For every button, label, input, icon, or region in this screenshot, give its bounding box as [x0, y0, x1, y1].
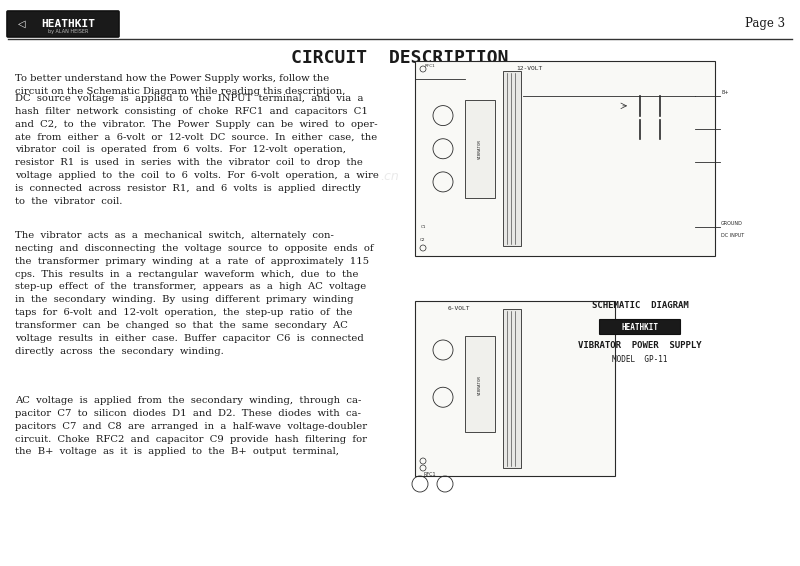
Text: 12-VOLT: 12-VOLT: [516, 66, 542, 71]
Text: HEATHKIT: HEATHKIT: [622, 323, 658, 332]
Bar: [503, 309, 521, 468]
Text: VIBRATOR  POWER  SUPPLY: VIBRATOR POWER SUPPLY: [578, 341, 702, 350]
Text: B+: B+: [721, 90, 729, 95]
Text: VIBRATOR: VIBRATOR: [478, 375, 482, 395]
Text: CIRCUIT  DESCRIPTION: CIRCUIT DESCRIPTION: [291, 49, 509, 67]
Bar: [465, 336, 495, 432]
Bar: [465, 100, 495, 198]
Bar: [503, 71, 521, 246]
Text: The  vibrator  acts  as  a  mechanical  switch,  alternately  con-
necting  and : The vibrator acts as a mechanical switch…: [15, 231, 374, 355]
Text: AC  voltage  is  applied  from  the  secondary  winding,  through  ca-
pacitor  : AC voltage is applied from the secondary…: [15, 396, 367, 456]
Text: 6-VOLT: 6-VOLT: [448, 306, 470, 311]
Text: MODEL  GP-11: MODEL GP-11: [612, 354, 668, 363]
Text: ◁: ◁: [18, 19, 26, 29]
Text: .cn: .cn: [381, 169, 399, 182]
Text: GROUND: GROUND: [721, 221, 743, 226]
FancyBboxPatch shape: [599, 319, 681, 335]
Bar: [415, 301, 615, 476]
Text: C2: C2: [420, 238, 426, 242]
Text: VIBRATOR: VIBRATOR: [478, 139, 482, 158]
Bar: [415, 61, 715, 256]
Text: DC  source  voltage  is  applied  to  the  INPUT  terminal,  and  via  a
hash  f: DC source voltage is applied to the INPU…: [15, 94, 379, 206]
Text: HEATHKIT: HEATHKIT: [41, 19, 95, 29]
Text: DC INPUT: DC INPUT: [721, 233, 744, 238]
Text: Page 3: Page 3: [745, 18, 785, 31]
Text: by ALAN HEISER: by ALAN HEISER: [48, 29, 88, 34]
Text: To better understand how the Power Supply works, follow the
circuit on the Schem: To better understand how the Power Suppl…: [15, 74, 346, 96]
Text: RFC1: RFC1: [425, 64, 435, 68]
Text: SCHEMATIC  DIAGRAM: SCHEMATIC DIAGRAM: [592, 302, 688, 311]
FancyBboxPatch shape: [7, 11, 119, 37]
Text: RFC1: RFC1: [424, 471, 436, 477]
Text: C1: C1: [420, 225, 426, 229]
